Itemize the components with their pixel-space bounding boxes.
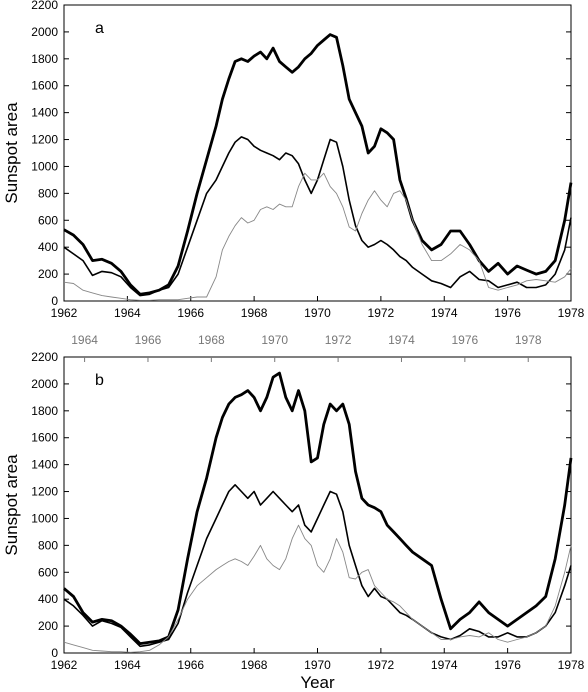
y-tick-label: 1800 xyxy=(31,52,58,66)
y-tick-label: 200 xyxy=(38,619,58,633)
y-tick-label: 1200 xyxy=(31,133,58,147)
y-tick-label: 600 xyxy=(38,213,58,227)
top-x-tick-label: 1968 xyxy=(198,333,225,347)
series-line-thick xyxy=(63,371,573,645)
x-tick-label: 1968 xyxy=(241,306,268,320)
plot-frame xyxy=(63,356,572,654)
top-x-tick-label: 1964 xyxy=(71,333,98,347)
x-tick-label: 1970 xyxy=(304,658,331,672)
series-line-medium xyxy=(63,136,572,297)
series-line-thick xyxy=(63,33,573,296)
top-x-tick-label: 1966 xyxy=(135,333,162,347)
y-axis-title: Sunspot area xyxy=(2,454,21,556)
y-tick-label: 1000 xyxy=(31,511,58,525)
x-axis-title: Year xyxy=(300,673,335,692)
x-tick-label: 1976 xyxy=(494,658,521,672)
panel-label: a xyxy=(95,20,104,37)
x-tick-label: 1978 xyxy=(558,658,585,672)
x-tick-label: 1966 xyxy=(177,306,204,320)
y-tick-label: 1600 xyxy=(31,431,58,445)
y-tick-label: 800 xyxy=(38,186,58,200)
x-tick-label: 1966 xyxy=(177,658,204,672)
top-x-tick-label: 1972 xyxy=(325,333,352,347)
y-tick-label: 2200 xyxy=(31,0,58,12)
x-tick-label: 1970 xyxy=(304,306,331,320)
x-tick-label: 1962 xyxy=(51,658,78,672)
y-tick-label: 1800 xyxy=(31,404,58,418)
x-tick-label: 1974 xyxy=(431,306,458,320)
top-x-tick-label: 1978 xyxy=(515,333,542,347)
top-x-tick-label: 1974 xyxy=(388,333,415,347)
chart-panel-b: 0 200 400 600 800 1000 1200 1400 1600 1800 2000 220… xyxy=(2,333,585,692)
x-tick-label: 1974 xyxy=(431,658,458,672)
x-tick-label: 1964 xyxy=(114,658,141,672)
y-tick-label: 1400 xyxy=(31,106,58,120)
y-axis-title: Sunspot area xyxy=(2,102,21,204)
top-x-tick-label: 1970 xyxy=(261,333,288,347)
panel-label: b xyxy=(95,372,104,389)
series-line-medium xyxy=(63,483,572,648)
y-tick-label: 1200 xyxy=(31,485,58,499)
y-tick-label: 2200 xyxy=(31,350,58,364)
x-tick-label: 1976 xyxy=(494,306,521,320)
y-tick-label: 2000 xyxy=(31,377,58,391)
x-tick-label: 1972 xyxy=(368,658,395,672)
series-line-thin xyxy=(63,172,572,301)
y-tick-label: 0 xyxy=(51,294,58,308)
y-tick-label: 400 xyxy=(38,592,58,606)
plot-frame xyxy=(63,4,572,302)
y-tick-label: 2000 xyxy=(31,25,58,39)
y-tick-label: 600 xyxy=(38,565,58,579)
y-tick-label: 200 xyxy=(38,267,58,281)
y-tick-label: 1600 xyxy=(31,79,58,93)
x-tick-label: 1964 xyxy=(114,306,141,320)
y-tick-label: 1400 xyxy=(31,458,58,472)
x-tick-label: 1978 xyxy=(558,306,585,320)
x-tick-label: 1968 xyxy=(241,658,268,672)
y-tick-label: 0 xyxy=(51,646,58,660)
top-x-tick-label: 1976 xyxy=(451,333,478,347)
series-line-thin xyxy=(63,524,572,653)
y-tick-label: 1000 xyxy=(31,159,58,173)
y-tick-label: 800 xyxy=(38,538,58,552)
x-tick-label: 1962 xyxy=(51,306,78,320)
x-tick-label: 1972 xyxy=(368,306,395,320)
y-tick-label: 400 xyxy=(38,240,58,254)
chart-panel-a: 0 200 400 600 800 1000 1200 1400 1600 1800 2000 220… xyxy=(2,0,585,320)
